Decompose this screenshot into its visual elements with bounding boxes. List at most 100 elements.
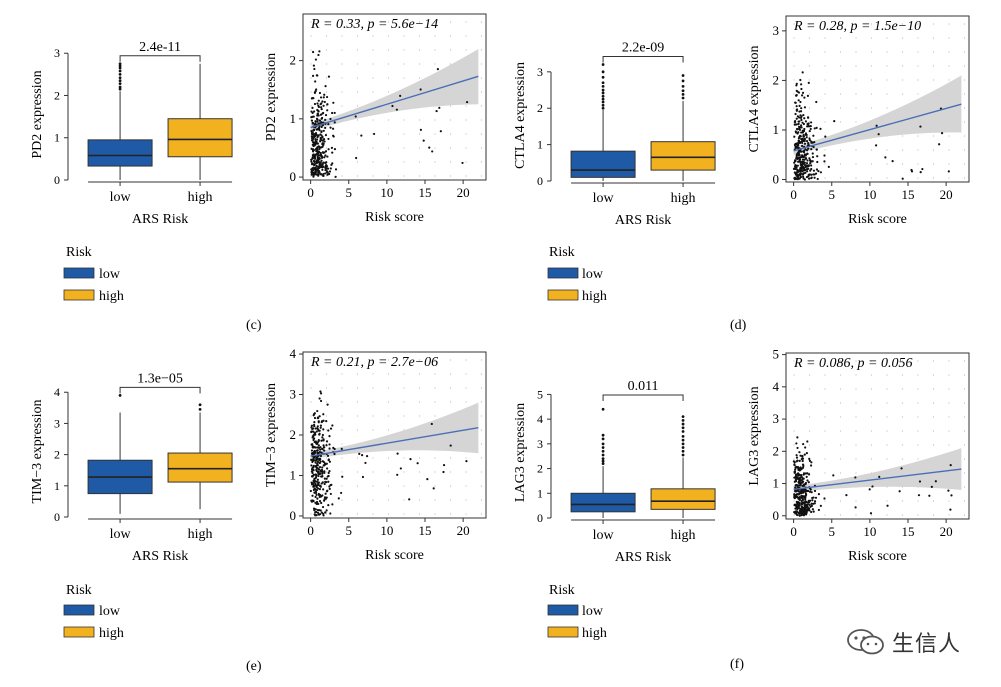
scatter-point — [313, 91, 316, 94]
grid-dot — [480, 429, 483, 431]
grid-dot — [418, 485, 421, 487]
scatter-point — [810, 160, 813, 163]
y-axis-label: LAG3 expression — [747, 386, 762, 485]
x-axis-label: Risk score — [365, 548, 424, 563]
legend-swatch-high — [547, 626, 579, 638]
outlier-point — [198, 403, 202, 407]
grid-dot — [808, 374, 811, 376]
scatter-point — [331, 127, 335, 130]
grid-dot — [356, 373, 359, 375]
scatter-point — [312, 456, 316, 459]
scatter-point — [807, 481, 810, 484]
scatter-point — [318, 499, 322, 503]
scatter-point — [814, 172, 818, 175]
scatter-point — [331, 424, 334, 427]
scatter-point — [801, 455, 804, 458]
scatter-point — [875, 124, 878, 127]
scatter-point — [798, 156, 801, 159]
scatter-point — [327, 122, 330, 126]
panel-label-e: (e) — [246, 659, 262, 674]
scatter-point — [808, 459, 812, 462]
y-tick-label: 1 — [773, 476, 780, 491]
scatter-point — [341, 475, 344, 478]
scatter-point — [801, 131, 804, 134]
scatter-point — [793, 143, 797, 147]
scatter-point — [319, 424, 323, 427]
scatter-point — [310, 119, 314, 122]
scatter-point — [324, 150, 328, 153]
grid-dot — [403, 49, 405, 51]
d-scatter-chart: 0 5 10 15 20 0 1 2 3 Risk score CTLA4 expression R … — [747, 15, 970, 227]
scatter-point — [797, 170, 800, 173]
scatter-point — [330, 146, 334, 149]
scatter-point — [311, 106, 314, 109]
grid-dot — [932, 163, 935, 165]
grid-dot — [372, 77, 374, 79]
scatter-point — [798, 459, 801, 462]
legend-swatch-low — [547, 604, 579, 616]
grid-dot — [870, 388, 873, 390]
grid-dot — [886, 79, 888, 81]
outlier-point — [118, 72, 122, 76]
scatter-point — [327, 429, 330, 432]
scatter-point — [797, 99, 800, 102]
scatter-point — [803, 489, 806, 492]
grid-dot — [341, 133, 343, 135]
scatter-point — [805, 164, 809, 167]
grid-dot — [356, 387, 359, 389]
scatter-point — [313, 144, 316, 147]
scatter-point — [810, 173, 813, 176]
y-tick-label: 3 — [537, 437, 543, 451]
grid-dot — [480, 35, 483, 37]
e-scatter-chart: 0 5 10 15 20 0 1 2 3 4 Risk score TIM−3 expression R… — [264, 346, 487, 563]
grid-dot — [341, 471, 343, 473]
scatter-point — [919, 125, 922, 128]
grid-dot — [434, 63, 436, 65]
legend-d: Risk low high — [547, 245, 607, 304]
grid-dot — [449, 133, 452, 135]
scatter-point — [800, 87, 803, 91]
scatter-point — [316, 462, 319, 466]
scatter-point — [325, 480, 328, 484]
scatter-point — [805, 475, 808, 478]
scatter-point — [318, 91, 322, 95]
y-tick-label: 0 — [54, 173, 60, 187]
scatter-point — [796, 128, 799, 131]
box-low — [570, 150, 636, 178]
scatter-point — [808, 490, 812, 493]
grid-dot — [886, 37, 888, 39]
scatter-point — [320, 159, 323, 162]
scatter-point — [797, 490, 800, 493]
grid-dot — [434, 49, 436, 51]
regression-line — [310, 427, 479, 457]
scatter-point — [316, 161, 320, 164]
grid-dot — [963, 388, 966, 390]
grid-dot — [963, 65, 966, 67]
grid-dot — [948, 135, 950, 137]
y-tick-label: 0 — [537, 174, 543, 188]
scatter-point — [310, 475, 314, 478]
scatter-point — [317, 169, 321, 173]
x-tick-label: 0 — [790, 524, 797, 539]
scatter-point — [816, 155, 819, 158]
grid-dot — [948, 51, 950, 53]
grid-dot — [963, 121, 966, 123]
grid-dot — [824, 458, 826, 460]
scatter-point — [313, 477, 316, 481]
grid-dot — [932, 430, 935, 432]
scatter-point — [431, 150, 434, 153]
scatter-point — [317, 421, 320, 424]
grid-dot — [403, 415, 405, 417]
grid-dot — [948, 23, 950, 25]
grid-dot — [839, 79, 842, 81]
scatter-point — [805, 139, 809, 143]
scatter-point — [321, 466, 324, 469]
scatter-point — [324, 172, 327, 175]
scatter-point — [315, 473, 318, 476]
grid-dot — [480, 63, 483, 65]
grid-dot — [870, 430, 873, 432]
scatter-point — [806, 440, 809, 443]
grid-dot — [341, 175, 343, 177]
grid-dot — [917, 23, 919, 25]
scatter-point — [317, 472, 321, 476]
